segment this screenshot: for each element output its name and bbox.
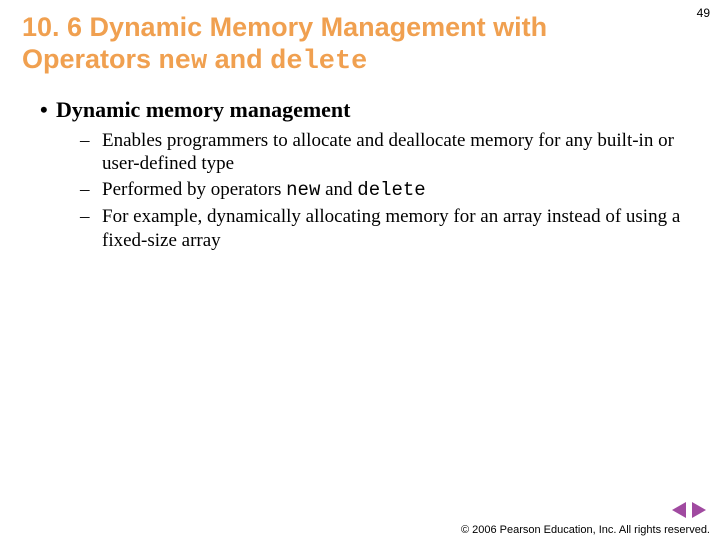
title-code-new: new (159, 47, 208, 77)
l2b-mid: and (320, 179, 357, 200)
bullet-level2-text: Enables programmers to allocate and deal… (102, 129, 702, 177)
nav-controls (672, 502, 706, 518)
bullet-level2-text: For example, dynamically allocating memo… (102, 205, 702, 253)
bullet-level2-item: – Enables programmers to allocate and de… (80, 129, 702, 177)
bullet-level1-text: Dynamic memory management (56, 97, 351, 122)
dash-icon: – (80, 178, 102, 203)
slide-title: 10. 6 Dynamic Memory Management with Ope… (22, 12, 662, 79)
bullet-level2-text: Performed by operators new and delete (102, 178, 702, 203)
l2b-pre: Performed by operators (102, 179, 286, 200)
l2b-code-new: new (286, 179, 320, 201)
dash-icon: – (80, 205, 102, 253)
bullet-level1: •Dynamic memory management (40, 97, 702, 123)
slide: 49 10. 6 Dynamic Memory Management with … (0, 0, 720, 540)
l2b-code-delete: delete (357, 179, 425, 201)
prev-slide-button[interactable] (672, 502, 686, 518)
bullet-level2-item: – For example, dynamically allocating me… (80, 205, 702, 253)
bullet-dot-icon: • (40, 97, 56, 123)
slide-body: •Dynamic memory management – Enables pro… (22, 97, 702, 253)
dash-icon: – (80, 129, 102, 177)
title-text-mid: and (207, 44, 270, 74)
page-number: 49 (697, 6, 710, 20)
next-slide-button[interactable] (692, 502, 706, 518)
bullet-level2-item: – Performed by operators new and delete (80, 178, 702, 203)
bullet-level2-list: – Enables programmers to allocate and de… (80, 129, 702, 253)
title-code-delete: delete (270, 47, 367, 77)
copyright-footer: © 2006 Pearson Education, Inc. All right… (461, 524, 710, 536)
